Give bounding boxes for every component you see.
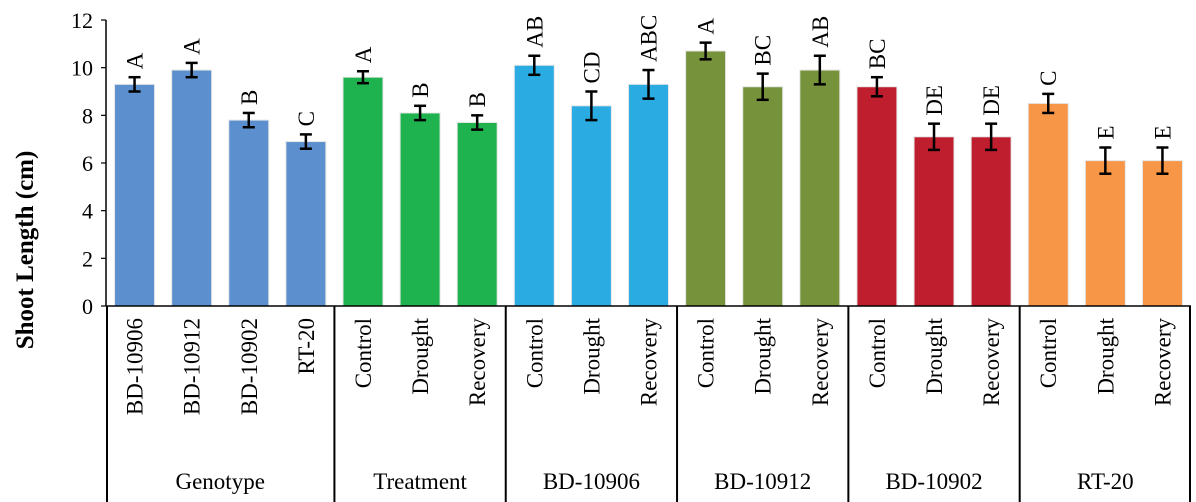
significance-letter: A: [180, 38, 205, 55]
significance-letter: B: [408, 82, 433, 97]
y-tick-label: 0: [82, 294, 93, 319]
bar: [742, 86, 784, 307]
category-label: Drought: [751, 317, 776, 394]
significance-letter: E: [1150, 125, 1175, 139]
bar: [628, 83, 669, 307]
group-label: Genotype: [175, 469, 264, 494]
group-label: BD-10902: [885, 469, 982, 494]
bar: [228, 119, 270, 307]
y-tick-label: 10: [71, 56, 93, 81]
bar: [1027, 102, 1069, 307]
group-label: Treatment: [373, 469, 467, 494]
y-axis: 0 2 4 6 8 10 12: [71, 8, 107, 319]
category-label: Drought: [922, 317, 947, 394]
bar: [114, 83, 156, 307]
significance-letter: E: [1093, 125, 1118, 139]
category-label: Recovery: [637, 318, 662, 407]
category-label: BD-10902: [237, 318, 262, 415]
group-label: RT-20: [1077, 469, 1134, 494]
significance-letter: BC: [751, 35, 776, 66]
category-label: Recovery: [979, 318, 1004, 407]
category-label: Control: [694, 318, 719, 388]
category-label: Recovery: [808, 318, 833, 407]
significance-letter: C: [1036, 71, 1061, 86]
significance-letter: B: [465, 92, 490, 107]
bar: [570, 105, 612, 307]
category-label: Drought: [408, 317, 433, 394]
bar: [856, 86, 898, 307]
significance-letter: DE: [922, 85, 947, 116]
category-label: BD-10906: [123, 318, 148, 415]
category-label: BD-10912: [180, 318, 205, 415]
y-axis-label: Shoot Length (cm): [12, 151, 39, 350]
category-label: RT-20: [294, 318, 319, 375]
significance-letter: CD: [579, 52, 604, 84]
bar: [685, 50, 727, 307]
bar: [342, 76, 384, 307]
y-tick-label: 4: [82, 199, 93, 224]
category-label: Drought: [579, 317, 604, 394]
significance-letter: A: [351, 46, 376, 63]
bar: [970, 136, 1012, 307]
category-label: Drought: [1093, 317, 1118, 394]
significance-letter: ABC: [637, 15, 662, 62]
significance-letter: C: [294, 111, 319, 126]
bar: [399, 112, 441, 307]
category-label: Control: [1036, 318, 1061, 388]
significance-letter: B: [237, 90, 262, 105]
category-label: Recovery: [1150, 318, 1175, 407]
bar: [171, 69, 213, 307]
y-tick-label: 8: [82, 103, 93, 128]
group-label: BD-10912: [714, 469, 811, 494]
category-label: Recovery: [465, 318, 490, 407]
bar: [513, 64, 555, 307]
y-tick-label: 2: [82, 246, 93, 271]
y-tick-label: 6: [82, 151, 93, 176]
bar: [913, 136, 955, 307]
significance-letter: AB: [522, 16, 547, 48]
significance-letter: A: [694, 18, 719, 35]
bar: [1084, 160, 1126, 307]
bar: [456, 121, 498, 307]
category-label: Control: [351, 318, 376, 388]
significance-letter: A: [123, 52, 148, 69]
bar: [799, 69, 841, 307]
category-label: Control: [522, 318, 547, 388]
y-tick-label: 12: [71, 8, 93, 33]
category-label: Control: [865, 318, 890, 388]
significance-letter: BC: [865, 39, 890, 70]
bar: [1141, 160, 1183, 307]
x-axis: BD-10906 BD-10912 BD-10902 RT-20 Genotype Con…: [106, 305, 1191, 502]
significance-letter: AB: [808, 16, 833, 48]
group-label: BD-10906: [543, 469, 640, 494]
bar: [285, 141, 327, 307]
significance-letter: DE: [979, 85, 1004, 116]
